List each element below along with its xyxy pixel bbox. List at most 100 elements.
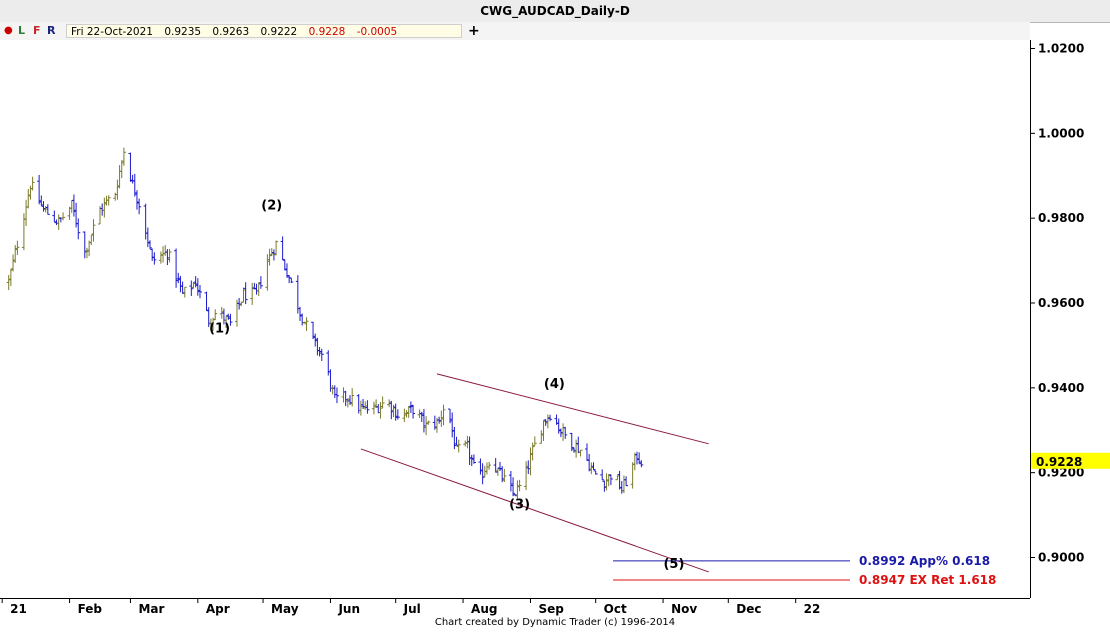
ohlc-bar: [284, 263, 289, 278]
ohlc-readout: Fri 22-Oct-2021 0.9235 0.9263 0.9222 0.9…: [66, 24, 462, 38]
ohlc-bar: [198, 285, 203, 299]
ohlc-bar: [424, 416, 429, 436]
ohlc-bar: [615, 475, 620, 481]
toolbar-button-l[interactable]: L: [18, 24, 26, 37]
ohlc-bar: [439, 410, 444, 427]
ohlc-bar: [311, 321, 316, 340]
price-bars: [6, 147, 644, 499]
ohlc-bar: [350, 388, 355, 407]
ohlc-bar: [228, 313, 233, 326]
ohlc-bar: [587, 453, 592, 472]
y-tick-label: 0.9800: [1038, 211, 1084, 225]
ohlc-bar: [606, 474, 611, 487]
ohlc-bar: [165, 249, 170, 266]
ohlc-bar: [437, 416, 442, 424]
ohlc-bar: [408, 401, 413, 414]
window-title: CWG_AUDCAD_Daily-D: [0, 0, 1110, 23]
ohlc-bar: [395, 409, 400, 420]
ohlc-bar: [119, 160, 124, 179]
toolbar-button-r[interactable]: R: [47, 24, 56, 37]
ohlc-bar: [82, 231, 87, 259]
ohlc-bar: [358, 400, 363, 416]
x-tick-label: Jul: [403, 602, 421, 616]
ohlc-high: 0.9263: [212, 26, 250, 38]
ohlc-bar: [545, 414, 550, 429]
ohlc-bar: [167, 248, 172, 263]
ohlc-bar: [191, 282, 196, 289]
ohlc-bar: [219, 306, 224, 319]
add-button[interactable]: +: [468, 23, 480, 39]
ohlc-bar: [41, 201, 46, 212]
ohlc-bar: [569, 432, 574, 452]
ohlc-bar: [176, 272, 181, 284]
ohlc-date: Fri 22-Oct-2021: [71, 26, 153, 38]
x-tick-label: Oct: [604, 602, 627, 616]
y-tick-label: 0.9600: [1038, 296, 1084, 310]
ohlc-bar: [517, 479, 522, 492]
y-tick-label: 0.9400: [1038, 381, 1084, 395]
ohlc-bar: [371, 401, 376, 415]
ohlc-bar: [508, 470, 513, 492]
ohlc-bar: [237, 297, 242, 310]
ohlc-bar: [115, 179, 120, 200]
trendline-lower-channel[interactable]: [360, 448, 709, 573]
ohlc-bar: [411, 404, 416, 419]
ohlc-bar: [452, 426, 457, 450]
ohlc-bar: [45, 204, 50, 215]
ohlc-bar: [624, 476, 629, 487]
toolbar: ● L F R Fri 22-Oct-2021 0.9235 0.9263 0.…: [0, 22, 1030, 41]
ohlc-bar: [148, 240, 153, 249]
price-chart[interactable]: 1.0200 1.0000 0.9800 0.9600 0.9400 0.9200 0.90…: [0, 40, 1110, 617]
ohlc-bar: [302, 321, 307, 324]
y-tick-label: 0.9000: [1038, 551, 1084, 565]
ohlc-bar: [528, 447, 533, 476]
ohlc-bar: [280, 236, 285, 261]
ohlc-bar: [548, 414, 553, 422]
ohlc-bar: [426, 420, 431, 425]
ohlc-bar: [456, 439, 461, 453]
ohlc-bar: [226, 313, 231, 320]
ohlc-bar: [511, 477, 516, 497]
last-price-label: 0.9228: [1036, 455, 1082, 469]
ohlc-bar: [556, 418, 561, 434]
red-dot-icon[interactable]: ●: [4, 25, 13, 36]
wave-label: (1): [209, 322, 230, 337]
ohlc-bar: [6, 274, 11, 291]
ohlc-bar: [182, 286, 187, 298]
ohlc-bar: [469, 454, 474, 467]
ohlc-bar: [250, 282, 255, 305]
x-tick-label: Dec: [736, 602, 761, 616]
trendline-upper-channel[interactable]: [436, 373, 709, 445]
wave-label: (5): [663, 557, 684, 572]
ohlc-bar: [465, 435, 470, 449]
ohlc-bar: [389, 400, 394, 420]
ohlc-bar: [43, 206, 48, 213]
y-tick-label: 1.0000: [1038, 126, 1084, 140]
ohlc-bar: [282, 259, 287, 271]
ohlc-bar: [204, 291, 209, 311]
ohlc-bar: [158, 251, 163, 264]
ohlc-bar: [319, 348, 324, 362]
ohlc-bar: [134, 190, 139, 210]
ohlc-bar: [393, 403, 398, 421]
ohlc-change: -0.0005: [356, 26, 398, 38]
x-tick-label: Apr: [206, 602, 230, 616]
ohlc-bar: [224, 315, 229, 328]
ohlc-bar: [274, 240, 279, 256]
ohlc-bar: [558, 428, 563, 438]
ohlc-bar: [145, 227, 150, 247]
wave-label: (4): [544, 377, 565, 392]
ohlc-bar: [637, 452, 642, 464]
ohlc-bar: [243, 282, 248, 305]
ohlc-bar: [604, 473, 609, 491]
ohlc-bar: [195, 278, 200, 296]
ohlc-bar: [317, 347, 322, 357]
ohlc-bar: [584, 443, 589, 461]
ohlc-bar: [11, 254, 16, 272]
ohlc-bar: [441, 404, 446, 426]
toolbar-button-f[interactable]: F: [33, 24, 41, 37]
ohlc-bar: [593, 470, 598, 475]
ohlc-bar: [206, 307, 211, 327]
ohlc-bar: [493, 458, 498, 473]
footer-credit: Chart created by Dynamic Trader (c) 1996…: [434, 617, 676, 628]
